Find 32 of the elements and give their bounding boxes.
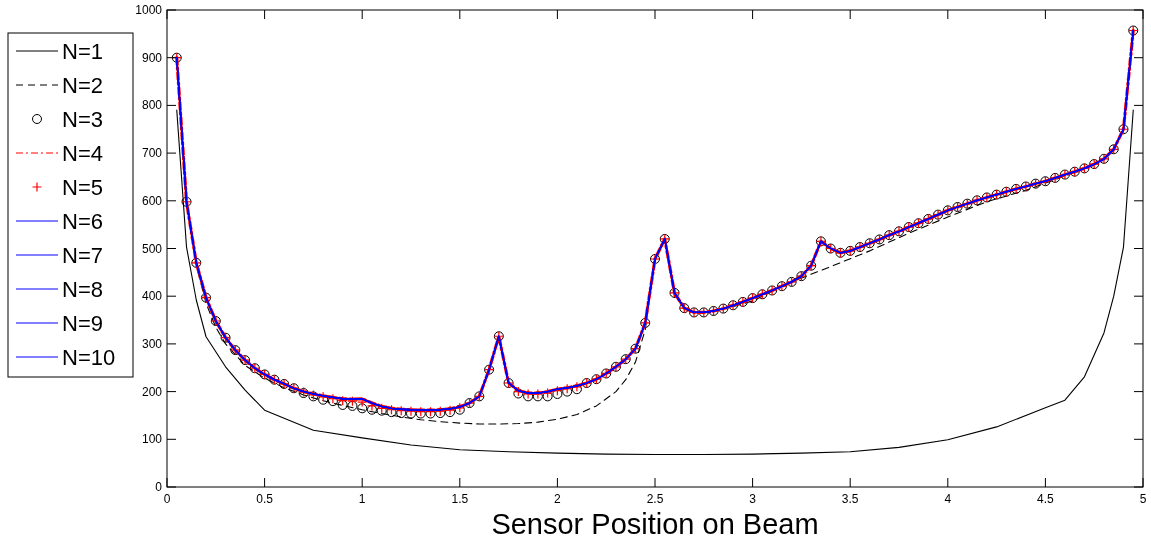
legend-label: N=9 bbox=[62, 311, 103, 336]
y-tick-label: 800 bbox=[141, 98, 163, 113]
x-tick-label: 1 bbox=[358, 492, 366, 506]
legend-label: N=8 bbox=[62, 277, 103, 302]
x-tick-label: 2 bbox=[554, 492, 562, 506]
x-tick-label: 1.5 bbox=[451, 492, 469, 506]
x-tick-label: 3.5 bbox=[841, 492, 859, 506]
x-tick-label: 0.5 bbox=[256, 492, 274, 506]
legend-label: N=6 bbox=[62, 209, 103, 234]
legend-label: N=4 bbox=[62, 141, 103, 166]
legend-label: N=7 bbox=[62, 243, 103, 268]
legend-label: N=5 bbox=[62, 175, 103, 200]
y-tick-label: 0 bbox=[155, 480, 163, 494]
y-tick-label: 700 bbox=[141, 146, 163, 161]
x-tick-label: 2.5 bbox=[646, 492, 664, 506]
y-tick-label: 300 bbox=[141, 336, 163, 351]
y-tick-label: 600 bbox=[141, 193, 163, 208]
y-tick-label: 100 bbox=[141, 432, 163, 447]
legend-label: N=2 bbox=[62, 73, 103, 98]
x-axis-title: Sensor Position on Beam bbox=[491, 508, 819, 540]
legend-label: N=3 bbox=[62, 107, 103, 132]
legend-label: N=1 bbox=[62, 39, 103, 64]
x-tick-label: 5 bbox=[1139, 492, 1147, 506]
y-tick-label: 200 bbox=[141, 384, 163, 399]
x-tick-label: 4 bbox=[944, 492, 952, 506]
x-tick-label: 4.5 bbox=[1037, 492, 1055, 506]
x-tick-label: 3 bbox=[749, 492, 757, 506]
y-tick-label: 400 bbox=[141, 289, 163, 304]
y-tick-label: 1000 bbox=[135, 3, 163, 17]
y-tick-label: 500 bbox=[141, 241, 163, 256]
y-tick-label: 900 bbox=[141, 50, 163, 65]
legend-label: N=10 bbox=[62, 345, 116, 370]
